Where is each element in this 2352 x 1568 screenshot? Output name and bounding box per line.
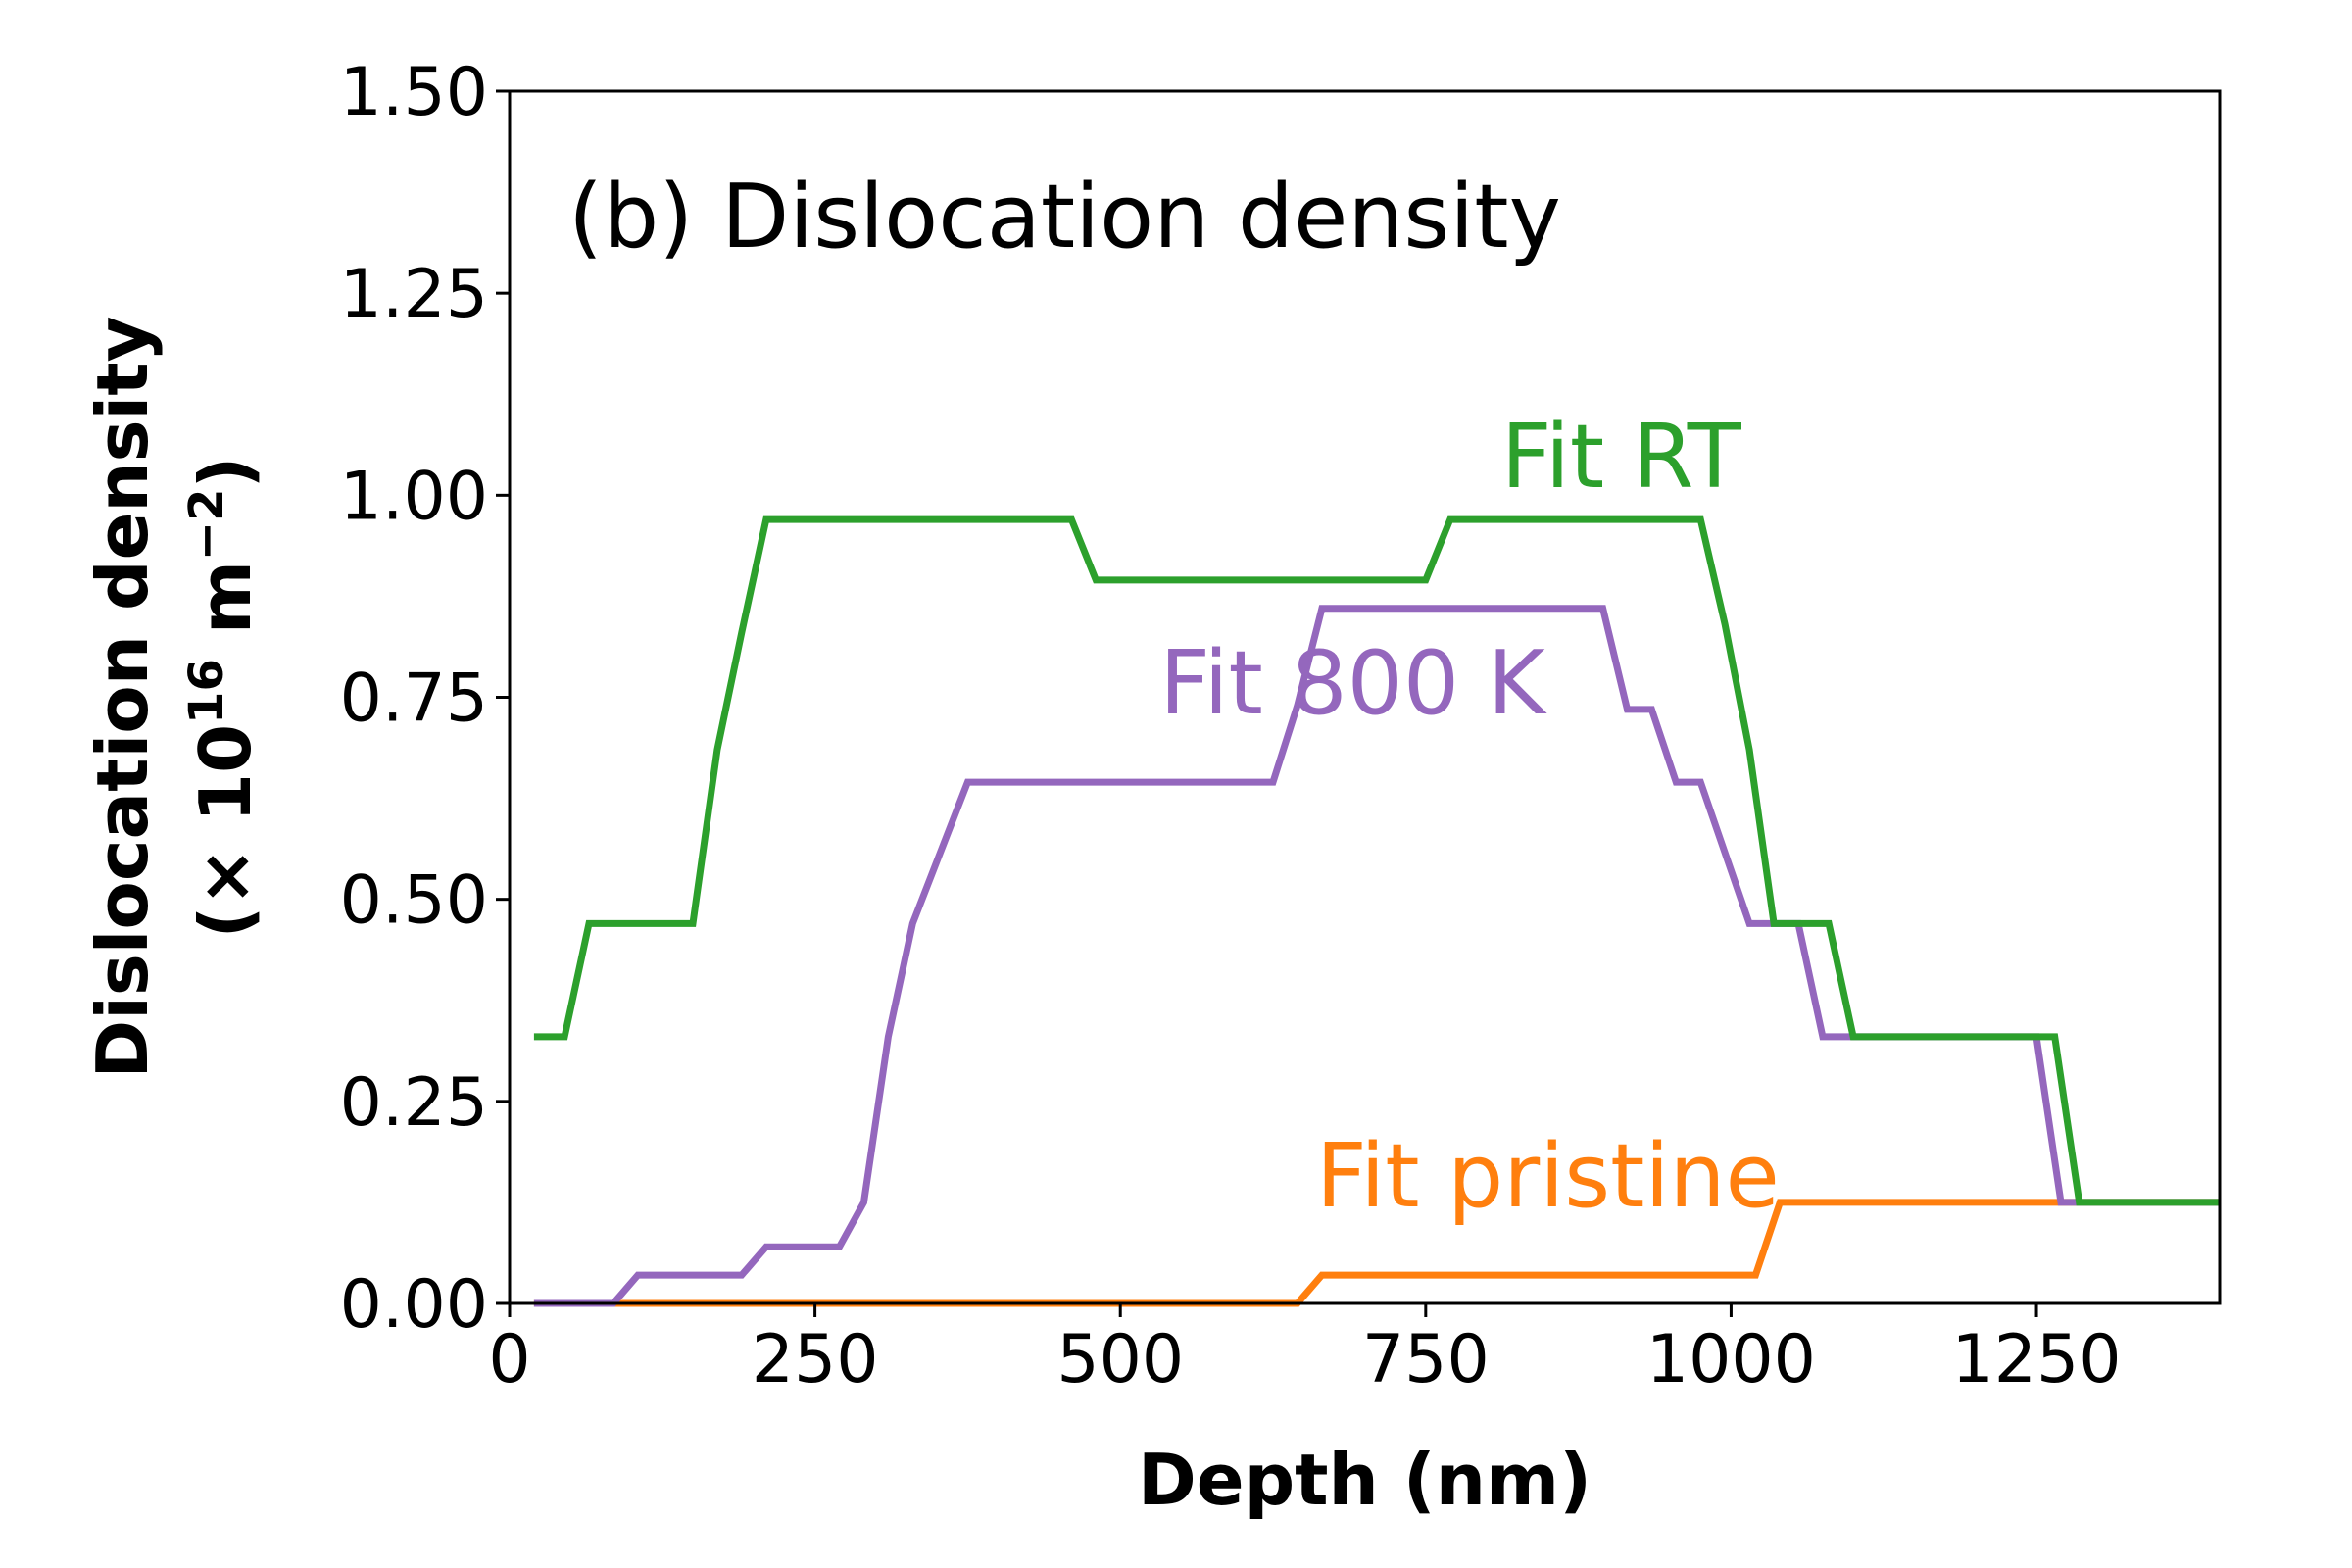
x-tick-label: 500 <box>1056 1321 1184 1398</box>
y-tick-label: 0.50 <box>340 862 488 940</box>
y-unit-prefix: (× <box>184 822 267 938</box>
y-tick-label: 1.50 <box>340 54 488 131</box>
series-label-fit-pristine: Fit pristine <box>1316 1125 1780 1228</box>
series-label-fit-800-k: Fit 800 K <box>1159 632 1547 735</box>
y-axis-title-line2: (× 1016 m−2) <box>179 457 267 939</box>
x-tick-label: 250 <box>752 1321 879 1398</box>
x-tick-label: 750 <box>1362 1321 1490 1398</box>
series-labels: Fit pristine Fit 800 K Fit RT <box>1159 406 1780 1228</box>
series-line-fit-rt <box>533 515 2220 1206</box>
y-unit-meter-exponent: −2 <box>179 488 234 561</box>
y-unit-base: 10 <box>184 724 267 822</box>
x-axis-title: Depth (nm) <box>1138 1439 1592 1521</box>
x-tick-label: 1000 <box>1646 1321 1816 1398</box>
x-tick-label: 0 <box>488 1321 530 1398</box>
x-tick-label: 1250 <box>1952 1321 2122 1398</box>
series-line-fit-800-k <box>533 605 2220 1307</box>
y-unit-close: ) <box>184 457 267 489</box>
y-tick-label: 1.00 <box>340 458 488 535</box>
ticks-layer: 0 250 500 750 1000 1250 0.00 0.25 0.50 0.75 1.00 1.… <box>340 54 2122 1398</box>
y-tick-label: 0.25 <box>340 1064 488 1142</box>
chart-title: (b) Dislocation density <box>568 166 1561 269</box>
y-axis-title: Dislocation density (× 1016 m−2) <box>81 316 267 1078</box>
series-label-fit-rt: Fit RT <box>1501 406 1742 509</box>
y-tick-label: 0.75 <box>340 661 488 738</box>
y-unit-meter: m <box>184 561 267 659</box>
y-tick-label: 0.00 <box>340 1266 488 1344</box>
y-axis-title-line1: Dislocation density <box>81 316 164 1078</box>
y-tick-label: 1.25 <box>340 256 488 333</box>
y-unit-exponent: 16 <box>179 659 234 724</box>
